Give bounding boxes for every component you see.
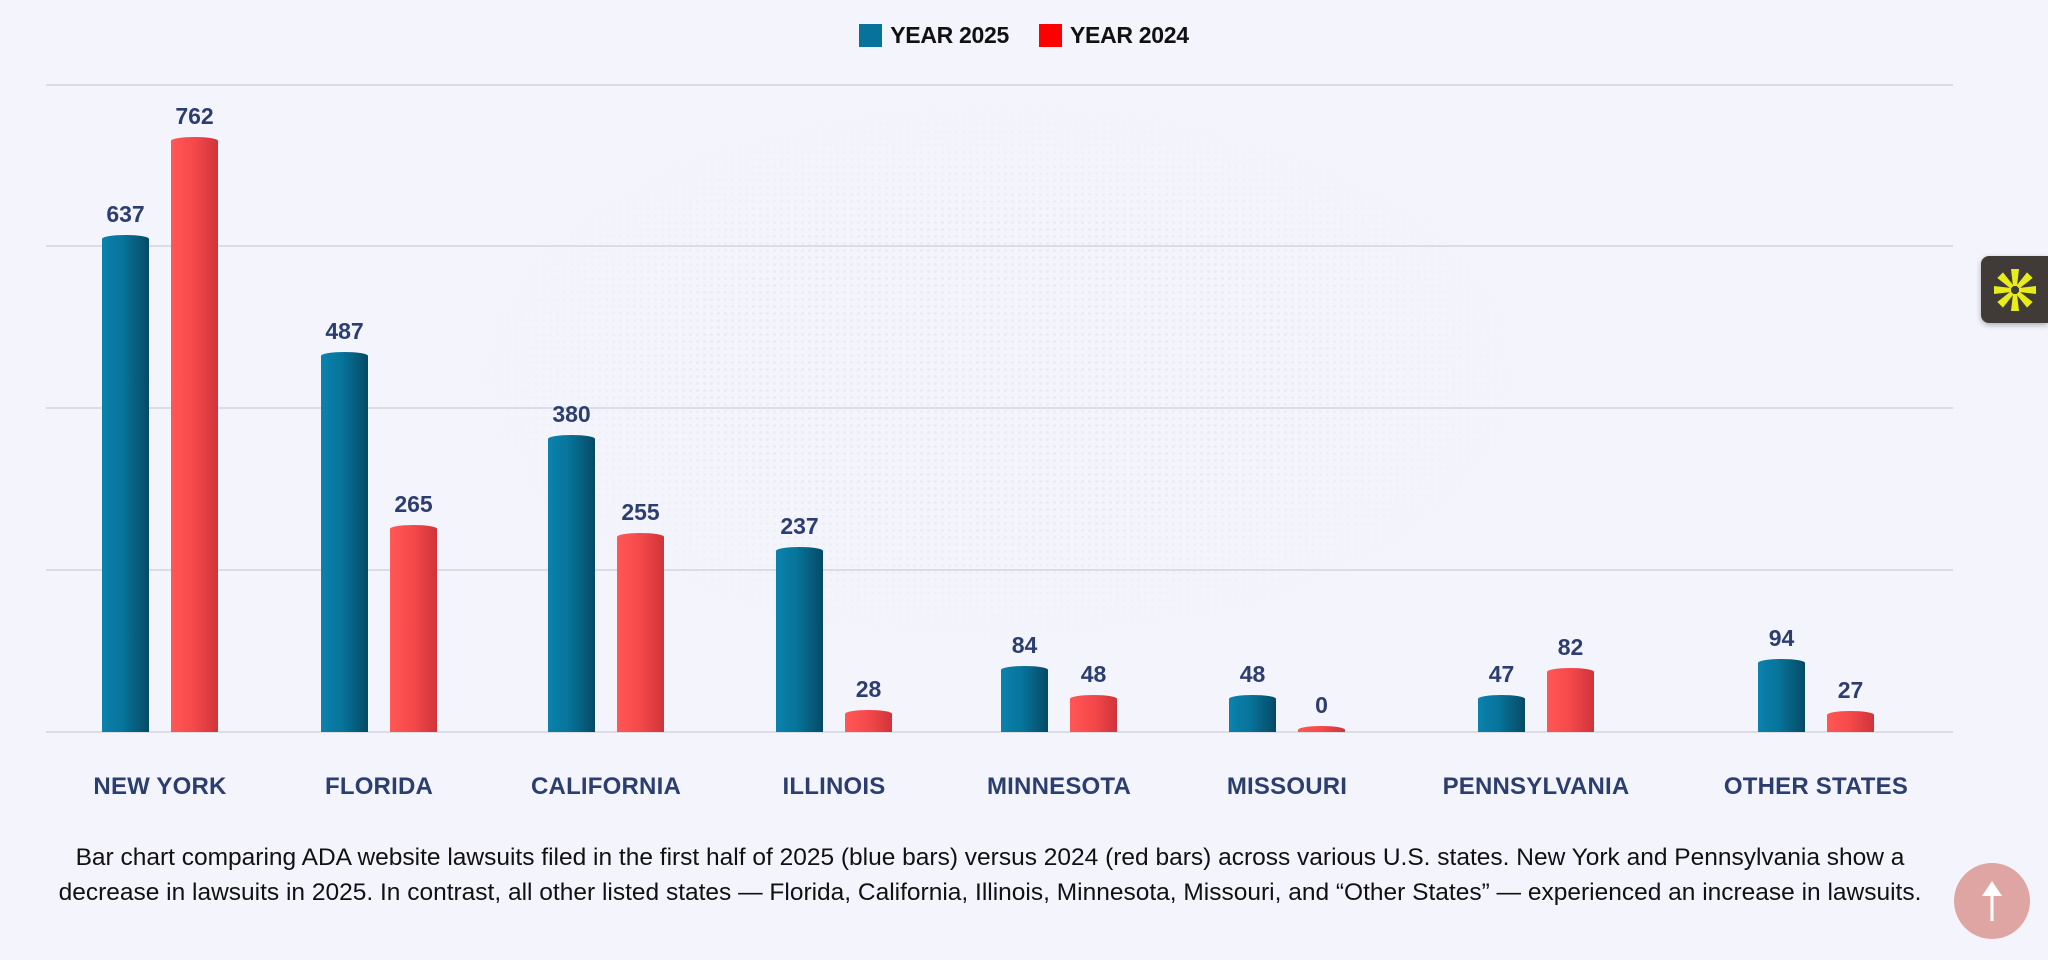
bar-value-label: 380 [552,401,591,428]
bar-2024 [1547,667,1594,732]
category-label: FLORIDA [324,773,434,800]
legend-swatch-2024 [1039,24,1062,47]
bar-value-label: 94 [1768,624,1795,651]
plot-area [46,0,1953,760]
bar-value-label: 0 [1315,692,1328,718]
bar-value-label: 84 [1011,632,1038,659]
bar-2024 [617,532,664,732]
bar-2024 [845,710,892,732]
legend-item-2024: YEAR 2024 [1039,22,1189,49]
bar-2024 [1070,694,1117,732]
bar-value-label: 637 [106,200,145,227]
bar-2025 [776,546,823,732]
legend-label-2024: YEAR 2024 [1070,22,1189,48]
chart-legend: YEAR 2025 YEAR 2024 [0,22,2048,49]
bar-value-label: 48 [1239,660,1266,687]
arrow-up-icon [1982,881,2002,921]
bar-value-label: 28 [855,676,882,703]
bar-2024 [1827,710,1874,732]
bar-2024 [1298,726,1345,732]
bar-value-label: 762 [175,103,214,129]
gridline [46,245,1953,247]
legend-item-2025: YEAR 2025 [859,22,1009,49]
bar-value-label: 265 [394,491,433,518]
bar-2025 [102,234,149,732]
bar-2025 [1001,666,1048,732]
legend-swatch-2025 [859,24,883,47]
bar-2024 [171,137,218,732]
category-label: NEW YORK [93,773,227,800]
category-label: CALIFORNIA [531,773,681,800]
gridline [46,569,1953,571]
bar-value-label: 27 [1837,676,1864,703]
bar-2025 [1478,695,1525,732]
bar-2025 [1229,694,1276,732]
scroll-to-top-button[interactable] [1954,863,2030,939]
category-label: PENNSYLVANIA [1442,773,1630,800]
category-label: OTHER STATES [1723,773,1909,800]
legend-label-2025: YEAR 2025 [890,22,1009,48]
asterisk-burst-icon [1993,268,2036,311]
bar-value-label: 82 [1557,633,1584,660]
gridline [46,84,1953,86]
bar-2025 [321,351,368,732]
bar-2025 [1758,658,1805,732]
bar-2025 [548,435,595,732]
accessibility-widget-button[interactable] [1981,256,2048,323]
bar-2024 [390,525,437,732]
bar-value-label: 47 [1488,661,1515,688]
category-label: ILLINOIS [782,773,886,800]
category-label: MISSOURI [1226,773,1348,800]
bar-value-label: 48 [1080,660,1107,687]
gridline [46,407,1953,409]
bar-value-label: 487 [325,317,364,344]
chart-caption: Bar chart comparing ADA website lawsuits… [58,844,1922,906]
x-axis-baseline [46,731,1953,733]
category-label: MINNESOTA [986,773,1132,800]
bar-value-label: 237 [780,512,819,539]
bar-value-label: 255 [621,498,660,525]
